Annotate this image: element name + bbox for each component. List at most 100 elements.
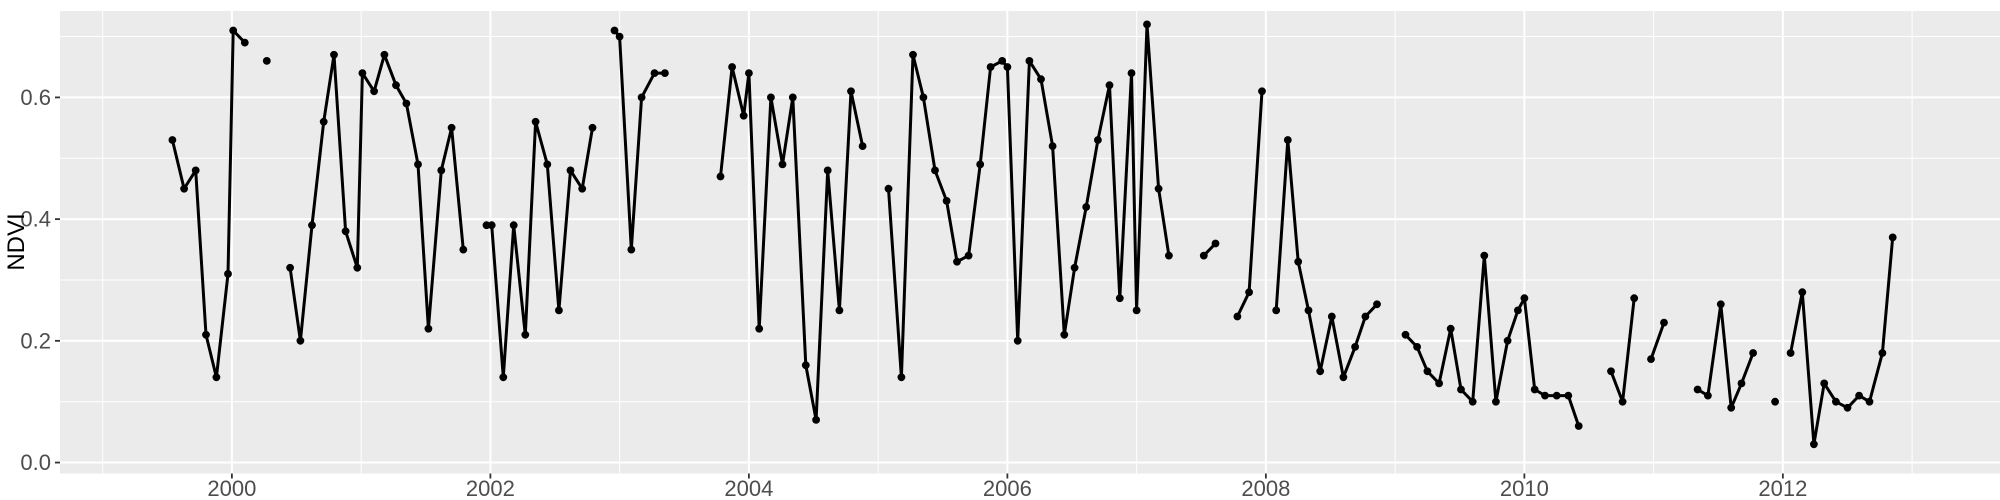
data-point [919, 93, 928, 102]
data-point [1233, 312, 1242, 321]
data-point [1727, 403, 1736, 412]
data-point [739, 111, 748, 120]
data-point [424, 324, 433, 333]
data-point [858, 142, 867, 151]
data-point [1013, 336, 1022, 345]
data-point [588, 123, 597, 132]
data-point [1541, 391, 1549, 400]
data-point [909, 50, 917, 59]
data-point [1048, 142, 1057, 151]
data-point [1105, 81, 1114, 90]
data-point [1878, 349, 1887, 357]
data-point [341, 227, 350, 236]
data-point [1132, 306, 1141, 315]
data-point [942, 197, 951, 205]
data-point [650, 69, 659, 77]
y-axis-tick-label: 0.2 [20, 328, 51, 353]
data-point [1716, 300, 1725, 309]
data-point [610, 26, 619, 35]
data-point [1361, 312, 1370, 321]
data-point [1503, 336, 1512, 345]
data-point [566, 166, 575, 175]
data-point [986, 63, 995, 71]
data-point [499, 373, 508, 382]
data-point [1351, 343, 1359, 351]
data-point [1423, 367, 1432, 376]
data-point [1468, 397, 1477, 406]
data-point [240, 38, 249, 47]
data-point [627, 245, 636, 254]
data-point [755, 324, 764, 333]
data-line-segment [1649, 322, 1666, 360]
data-point [353, 263, 362, 272]
data-point [1245, 288, 1253, 297]
data-point [1294, 257, 1303, 266]
data-point [976, 160, 985, 169]
data-point [224, 270, 232, 278]
data-point [1865, 397, 1874, 406]
data-point [1693, 385, 1702, 394]
x-axis-tick-label: 2002 [466, 476, 515, 500]
data-point [1574, 422, 1583, 430]
data-point [1647, 355, 1655, 363]
data-point [1283, 136, 1292, 144]
data-point [358, 69, 367, 77]
data-point [1888, 233, 1897, 242]
y-axis-title: NDVI [3, 213, 30, 271]
data-point [1492, 397, 1500, 406]
data-point [1564, 391, 1573, 400]
data-point [931, 166, 939, 175]
data-point [191, 166, 200, 175]
data-point [543, 160, 552, 169]
data-point [392, 81, 400, 90]
x-axis-tick-label: 2010 [1500, 476, 1549, 500]
data-point [1373, 300, 1381, 309]
data-point [1457, 385, 1465, 394]
data-point [296, 336, 305, 345]
data-point [1771, 397, 1779, 406]
data-line-segment [719, 65, 865, 422]
data-point [1630, 294, 1639, 303]
data-point [767, 93, 775, 102]
data-point [801, 361, 810, 370]
data-point [1552, 391, 1561, 400]
data-point [1082, 203, 1091, 211]
data-point [998, 57, 1007, 65]
data-point [402, 99, 411, 108]
data-point [728, 63, 736, 71]
data-point [1304, 306, 1313, 315]
data-point [1003, 63, 1012, 71]
data-point [330, 50, 338, 59]
data-point [1607, 367, 1615, 376]
data-point [812, 416, 820, 424]
data-point [1810, 440, 1818, 449]
data-point [262, 57, 271, 65]
data-point [1165, 251, 1173, 260]
data-point [308, 221, 316, 230]
data-line-segment [1274, 138, 1379, 379]
data-point [661, 69, 669, 77]
y-axis-tick-label: 0.6 [20, 85, 51, 110]
data-point [168, 136, 177, 144]
data-point [1855, 391, 1863, 400]
data-point [1480, 251, 1489, 260]
data-point [1211, 239, 1220, 248]
data-point [1820, 379, 1829, 388]
data-point [1060, 330, 1069, 339]
data-point [847, 87, 855, 96]
data-point [447, 123, 456, 132]
data-point [1446, 324, 1455, 333]
data-point [531, 117, 540, 126]
data-point [1401, 330, 1410, 339]
data-point [964, 251, 973, 260]
data-point [823, 166, 832, 175]
data-point [1832, 397, 1840, 406]
data-point [745, 69, 753, 77]
data-point [1339, 373, 1348, 382]
data-point [437, 166, 446, 175]
data-point [1199, 251, 1208, 260]
data-point [521, 330, 530, 339]
data-point [1514, 306, 1522, 315]
